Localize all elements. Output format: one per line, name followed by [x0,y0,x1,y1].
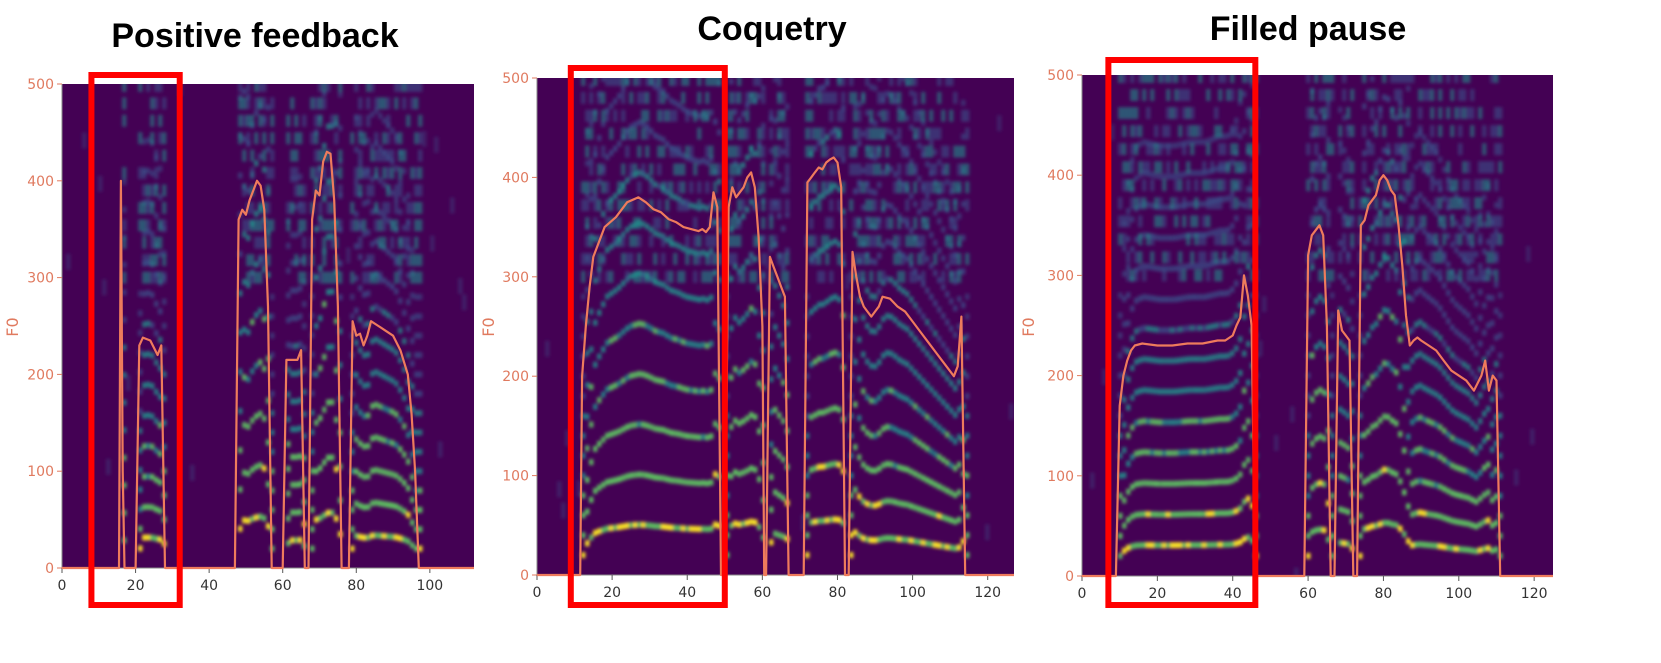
y-tick-label: 0 [45,561,54,577]
x-tick-label: 120 [1521,586,1548,602]
x-tick-label: 0 [533,585,542,601]
highlight-box [88,72,183,608]
x-tick-label: 60 [274,578,292,594]
f0-line [62,150,474,570]
y-tick-label: 500 [27,77,54,93]
chart-title: Positive feedback [111,17,398,55]
spectrogram-texture [545,78,1014,559]
x-tick-label: 20 [603,585,621,601]
y-tick-label: 200 [502,369,529,385]
f0-line [537,156,1014,577]
x-tick-label: 60 [753,585,771,601]
y-tick-label: 0 [1065,569,1074,585]
y-tick-label: 500 [502,71,529,87]
y-tick-label: 400 [502,170,529,186]
y-tick-label: 100 [502,469,529,485]
y-axis-label: F0 [1019,317,1038,336]
y-tick-label: 400 [27,174,54,190]
x-tick-label: 80 [829,585,847,601]
y-tick-label: 100 [27,464,54,480]
spectrogram-texture [1090,75,1535,576]
x-tick-label: 60 [1299,586,1317,602]
x-tick-label: 80 [347,578,365,594]
x-tick-label: 80 [1375,586,1393,602]
y-tick-label: 300 [27,271,54,287]
x-tick-label: 120 [974,585,1001,601]
x-tick-label: 100 [899,585,926,601]
y-axis-label: F0 [3,317,22,336]
y-tick-label: 300 [502,270,529,286]
y-tick-label: 300 [1047,268,1074,284]
panel-positive-feedback: Positive feedback F0 0 100 200 300 400 500 0 20… [3,17,474,608]
x-tick-label: 40 [1224,586,1242,602]
x-tick-label: 20 [1148,586,1166,602]
highlight-box [1105,57,1259,608]
x-tick-label: 100 [416,578,443,594]
y-tick-label: 400 [1047,168,1074,184]
panel-coquetry: Coquetry F0 0 100 200 300 400 500 0 20 40 60 80 100… [479,10,1014,608]
x-tick-label: 40 [200,578,218,594]
panel-filled-pause: Filled pause F0 0 100 200 300 400 500 0 20 40 60 8… [1019,10,1553,608]
y-axis-label: F0 [479,317,498,336]
y-tick-label: 0 [520,568,529,584]
chart-title: Coquetry [697,10,846,48]
f0-line [1082,174,1553,578]
y-tick-label: 500 [1047,68,1074,84]
x-tick-label: 100 [1445,586,1472,602]
x-tick-label: 40 [678,585,696,601]
y-tick-label: 200 [1047,369,1074,385]
y-tick-label: 100 [1047,469,1074,485]
y-tick-label: 200 [27,367,54,383]
x-tick-label: 20 [127,578,145,594]
highlight-box [567,65,728,608]
chart-title: Filled pause [1210,10,1407,48]
x-tick-label: 0 [1078,586,1087,602]
x-tick-label: 0 [58,578,67,594]
